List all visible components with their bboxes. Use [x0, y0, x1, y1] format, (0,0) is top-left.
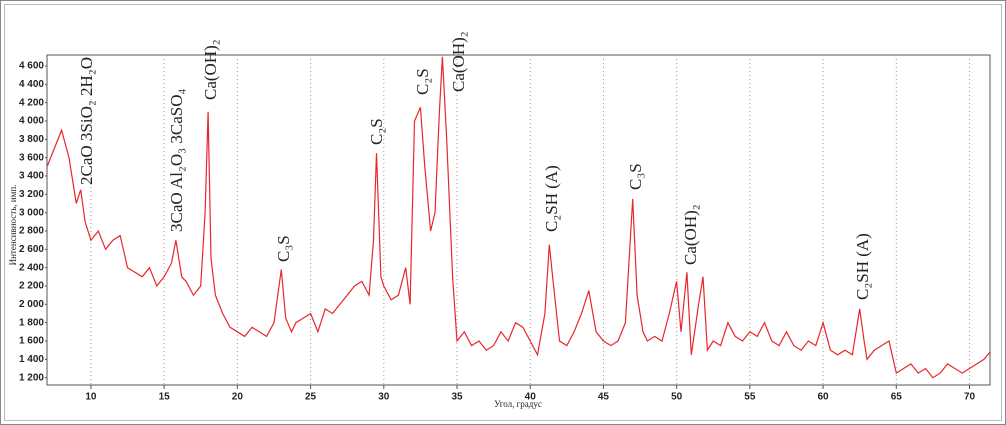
y-tick-label: 1 400: [19, 354, 44, 365]
y-tick-label: 2 200: [19, 281, 44, 292]
y-tick-label: 4 000: [19, 116, 44, 127]
inner-frame: [4, 4, 1002, 421]
y-tick-label: 4 400: [19, 79, 44, 90]
x-tick-label: 50: [671, 392, 683, 403]
y-tick-label: 3 200: [19, 189, 44, 200]
y-tick-label: 3 800: [19, 134, 44, 145]
x-tick-label: 55: [744, 392, 756, 403]
y-tick-label: 1 200: [19, 372, 44, 383]
peak-annotation: C₂SH (A): [542, 165, 561, 232]
x-tick-label: 40: [525, 392, 537, 403]
x-tick-label: 35: [451, 392, 463, 403]
y-tick-label: 3 600: [19, 152, 44, 163]
x-tick-label: 60: [818, 392, 830, 403]
y-tick-label: 2 000: [19, 299, 44, 310]
x-tick-label: 70: [964, 392, 976, 403]
x-tick-label: 65: [891, 392, 903, 403]
peak-annotation: 2CaO 3SiO₂ 2H₂O: [77, 57, 96, 185]
peak-annotation: Ca(OH)₂: [681, 204, 700, 265]
x-tick-label: 45: [598, 392, 610, 403]
peak-annotation: Ca(OH)₂: [449, 31, 468, 92]
x-axis-label: Угол, градус: [494, 399, 542, 409]
peak-annotation: Ca(OH)₂: [201, 39, 220, 100]
y-tick-label: 4 600: [19, 61, 44, 72]
y-tick-label: 3 000: [19, 207, 44, 218]
y-tick-label: 2 600: [19, 244, 44, 255]
peak-annotation: C₂S: [413, 68, 432, 95]
y-axis-label: Интенсивность, имп.: [8, 185, 18, 266]
x-tick-label: 25: [305, 392, 317, 403]
peak-annotation: C₂S: [367, 118, 386, 145]
peak-annotation: 3CaO Al₂O₃ 3CaSO₄: [167, 89, 186, 232]
plot-area: [46, 54, 991, 386]
peak-annotation: C₃S: [626, 163, 645, 190]
x-tick-label: 10: [85, 392, 97, 403]
x-tick-label: 20: [232, 392, 244, 403]
y-tick-label: 1 600: [19, 336, 44, 347]
y-tick-label: 1 800: [19, 317, 44, 328]
y-tick-label: 4 200: [19, 97, 44, 108]
y-tick-label: 2 800: [19, 226, 44, 237]
peak-annotation: C₂SH (A): [853, 233, 872, 300]
y-tick-label: 3 400: [19, 171, 44, 182]
x-tick-label: 15: [159, 392, 171, 403]
x-tick-label: 30: [378, 392, 390, 403]
peak-annotation: C₃S: [274, 235, 293, 262]
xrd-line: [46, 56, 991, 379]
y-tick-label: 2 400: [19, 262, 44, 273]
